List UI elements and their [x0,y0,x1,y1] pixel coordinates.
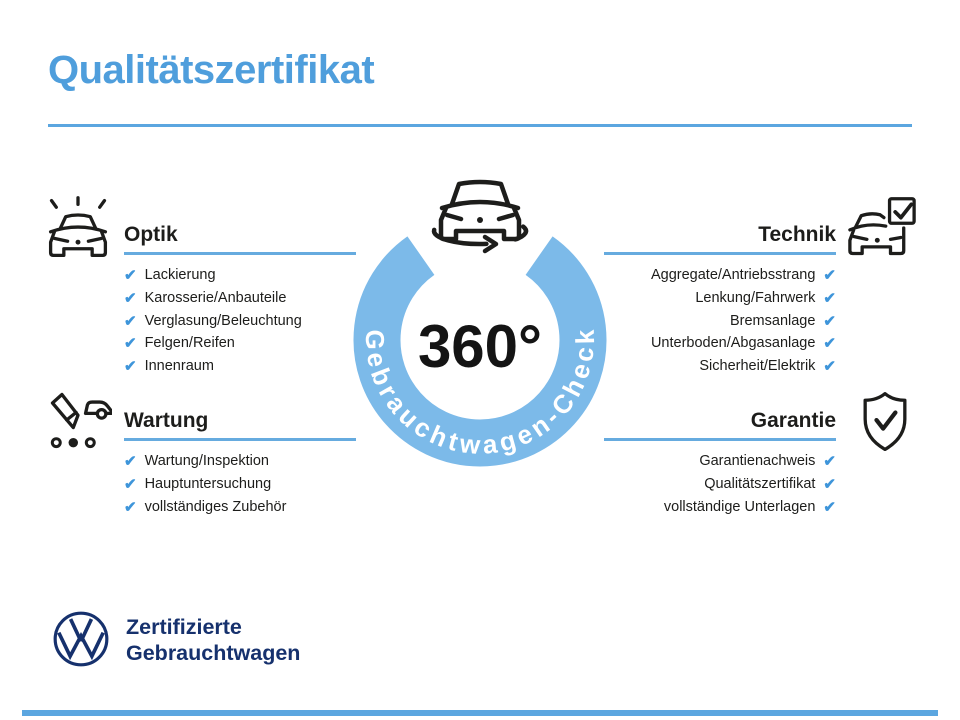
check-icon: ✔ [124,290,137,308]
item-label: Aggregate/Antriebsstrang [650,267,816,284]
ring-arc [353,236,607,467]
brand-line2: Gebrauchtwagen [126,641,301,666]
item-label: Lenkung/Fahrwerk [695,289,816,306]
section-underline [124,438,356,442]
item-label: Karosserie/Anbauteile [144,289,287,306]
section-title-garantie: Garantie [750,409,836,432]
item-label: vollständiges Zubehör [144,498,287,515]
check-icon: ✔ [823,312,836,330]
section-title-optik: Optik [124,223,178,246]
checklist-item: ✔ Verglasung/Beleuchtung [124,312,356,330]
checklist-item: Qualitätszertifikat ✔ [604,475,836,494]
item-label: Felgen/Reifen [144,335,235,352]
check-icon: ✔ [823,267,836,285]
check-icon: ✔ [124,498,137,516]
item-label: Garantienachweis [699,453,816,470]
car-check-icon [848,196,916,260]
check-icon: ✔ [823,358,836,376]
item-label: Innenraum [144,358,214,375]
checklist-wartung: ✔ Wartung/Inspektion ✔ Hauptuntersuchung ✔… [124,453,356,516]
item-label: Sicherheit/Elektrik [699,358,816,375]
section-underline [124,252,356,256]
section-optik: Optik ✔ Lackierung ✔ Karosserie/Anbauteile… [124,222,356,374]
section-title-technik: Technik [758,223,836,246]
checklist-item: Lenkung/Fahrwerk ✔ [604,289,836,308]
check-icon: ✔ [823,290,836,308]
checklist-technik: Aggregate/Antriebsstrang ✔ Lenkung/Fahrwe… [604,267,836,376]
checklist-garantie: Garantienachweis ✔ Qualitätszertifikat ✔ v… [604,453,836,516]
bottom-divider [22,710,938,716]
checklist-item: ✔ Lackierung [124,267,356,285]
checklist-optik: ✔ Lackierung ✔ Karosserie/Anbauteile ✔ Verg… [124,267,356,376]
section-underline [604,438,836,442]
shield-check-icon [851,390,919,454]
checklist-item: ✔ vollständiges Zubehör [124,498,356,516]
check-icon: ✔ [124,453,137,471]
check-icon: ✔ [124,267,137,285]
item-label: vollständige Unterlagen [663,498,816,515]
checklist-item: ✔ Innenraum [124,358,356,376]
item-label: Hauptuntersuchung [144,475,272,492]
checklist-item: ✔ Hauptuntersuchung [124,475,356,494]
check-icon: ✔ [124,358,137,376]
checklist-item: ✔ Karosserie/Anbauteile [124,289,356,308]
checklist-item: vollständige Unterlagen ✔ [604,498,836,516]
title-divider [48,124,912,127]
brand-text: Zertifizierte Gebrauchtwagen [126,614,300,666]
service-checklist-icon [44,388,113,452]
degrees-label: 360° [418,313,542,380]
item-label: Bremsanlage [729,312,816,329]
check-icon: ✔ [823,476,836,494]
item-label: Verglasung/Beleuchtung [144,312,302,329]
checklist-item: Unterboden/Abgasanlage ✔ [604,335,836,353]
check-icon: ✔ [124,335,137,353]
page-title: Qualitätszertifikat [48,48,375,92]
badge-360: 360° Gebrauchtwagen-Check [330,168,630,490]
section-title-wartung: Wartung [124,409,209,432]
checklist-item: Bremsanlage ✔ [604,312,836,330]
vw-logo [52,610,110,668]
section-underline [604,252,836,256]
checklist-item: ✔ Wartung/Inspektion [124,453,356,471]
section-technik: Technik Aggregate/Antriebsstrang ✔ Lenkun… [604,222,836,374]
section-wartung: Wartung ✔ Wartung/Inspektion ✔ Hauptunters… [124,408,356,515]
checklist-item: Aggregate/Antriebsstrang ✔ [604,267,836,285]
check-icon: ✔ [823,453,836,471]
check-icon: ✔ [124,312,137,330]
brand-line1: Zertifizierte [126,615,242,639]
item-label: Qualitätszertifikat [704,475,816,492]
item-label: Wartung/Inspektion [144,453,269,470]
checklist-item: ✔ Felgen/Reifen [124,335,356,353]
item-label: Unterboden/Abgasanlage [650,335,816,352]
section-garantie: Garantie Garantienachweis ✔ Qualitätszert… [604,408,836,515]
check-icon: ✔ [823,498,836,516]
checklist-item: Garantienachweis ✔ [604,453,836,471]
check-icon: ✔ [124,476,137,494]
check-icon: ✔ [823,335,836,353]
car-shine-icon [44,196,112,260]
checklist-item: Sicherheit/Elektrik ✔ [604,358,836,376]
rotating-car-icon [431,179,529,254]
item-label: Lackierung [144,267,216,284]
